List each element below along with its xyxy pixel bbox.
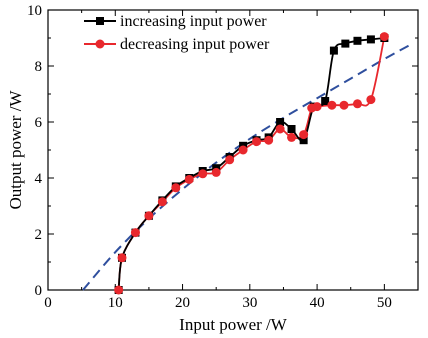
y-axis-title: Output power /W — [6, 90, 25, 210]
data-point-decreasing — [287, 132, 297, 142]
legend-marker-decreasing — [95, 39, 105, 49]
data-point-increasing — [353, 36, 362, 45]
y-tick-label: 0 — [35, 283, 43, 299]
x-tick-label: 0 — [44, 295, 52, 311]
data-point-decreasing — [252, 137, 262, 147]
x-tick-label: 40 — [310, 295, 325, 311]
data-point-decreasing — [299, 130, 309, 140]
data-point-increasing — [341, 39, 350, 48]
data-point-decreasing — [198, 169, 208, 179]
series-line-1 — [117, 36, 386, 291]
legend-marker-increasing — [96, 17, 104, 25]
data-point-decreasing — [157, 197, 167, 207]
series-line-2 — [82, 44, 411, 291]
data-point-decreasing — [327, 100, 337, 110]
y-tick-label: 8 — [35, 59, 43, 75]
data-point-decreasing — [117, 253, 127, 263]
legend-label-decreasing: decreasing input power — [120, 36, 270, 53]
data-point-decreasing — [184, 174, 194, 184]
data-point-increasing — [321, 97, 330, 105]
series-points — [114, 32, 389, 295]
x-tick-label: 30 — [242, 295, 257, 311]
data-point-increasing — [276, 118, 285, 126]
data-point-decreasing — [211, 167, 221, 177]
series-lines — [82, 36, 411, 291]
y-tick-label: 4 — [35, 171, 43, 187]
data-point-decreasing — [238, 145, 248, 155]
y-tick-label: 10 — [27, 3, 42, 19]
axis-ticks — [47, 9, 418, 291]
data-point-decreasing — [114, 285, 124, 295]
data-point-decreasing — [379, 32, 389, 42]
y-tick-label: 6 — [35, 115, 43, 131]
legend: increasing input power decreasing input … — [84, 13, 270, 53]
data-point-increasing — [287, 125, 296, 133]
tick-labels: 0 10 20 30 40 50 0 2 4 6 8 10 — [27, 3, 392, 311]
data-point-decreasing — [352, 99, 362, 109]
data-point-decreasing — [130, 228, 140, 238]
data-point-decreasing — [144, 211, 154, 221]
data-point-increasing — [329, 46, 338, 55]
data-point-decreasing — [312, 102, 322, 112]
x-tick-label: 10 — [108, 295, 123, 311]
data-point-increasing — [299, 136, 308, 145]
data-point-decreasing — [275, 124, 285, 134]
data-point-decreasing — [339, 100, 349, 110]
x-axis-title: Input power /W — [179, 315, 288, 334]
data-point-increasing — [366, 35, 375, 44]
data-point-decreasing — [366, 95, 376, 105]
x-tick-label: 20 — [175, 295, 190, 311]
data-point-decreasing — [225, 155, 235, 165]
data-point-decreasing — [171, 183, 181, 193]
series-line-0 — [117, 37, 385, 291]
legend-label-increasing: increasing input power — [120, 13, 267, 30]
data-point-decreasing — [264, 135, 274, 145]
x-tick-label: 50 — [377, 295, 392, 311]
y-tick-label: 2 — [35, 227, 43, 243]
